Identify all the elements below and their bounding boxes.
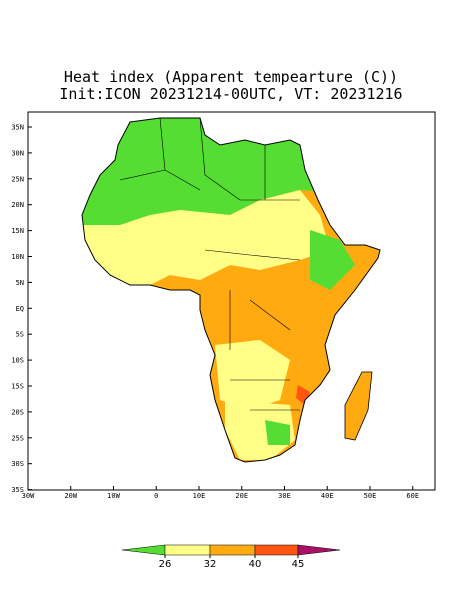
axes: 30W 20W 10W 0 10E 20E 30E 40E 50E 60E 35N 30N 25N 20N…: [11, 124, 419, 501]
lon-label: 50E: [364, 492, 377, 500]
title: Heat index (Apparent tempearture (C)): [64, 68, 398, 86]
colorbar: 26 32 40 45: [121, 544, 341, 570]
lon-label: 40E: [321, 492, 334, 500]
lat-label: 15S: [11, 383, 24, 391]
colorbar-segment: [164, 544, 211, 556]
colorbar-segment: [254, 544, 299, 556]
lon-label: 30E: [278, 492, 291, 500]
colorbar-segment: [121, 544, 166, 556]
madagascar: [344, 371, 373, 441]
lon-label: 10W: [107, 492, 120, 500]
lon-label: 20E: [235, 492, 248, 500]
colorbar-tick-label: 40: [249, 559, 262, 570]
lat-label: 10S: [11, 357, 24, 365]
lon-label: 60E: [406, 492, 419, 500]
borders: [119, 117, 301, 411]
colorbar-tick-label: 32: [204, 559, 217, 570]
coastline: [81, 117, 381, 463]
lon-label: 30W: [22, 492, 35, 500]
lat-label: 30N: [11, 149, 24, 157]
subtitle: Init:ICON 20231214-00UTC, VT: 20231216: [59, 85, 402, 103]
colorbar-tick-label: 45: [292, 559, 305, 570]
lon-label: 20W: [64, 492, 77, 500]
colorbar-segment: [297, 544, 341, 556]
lat-label: EQ: [16, 305, 24, 313]
lat-label: 10N: [11, 253, 24, 261]
lat-label: 25N: [11, 175, 24, 183]
lat-label: 25S: [11, 434, 24, 442]
lat-label: 15N: [11, 227, 24, 235]
lat-label: 20N: [11, 201, 24, 209]
lat-label: 35S: [11, 486, 24, 494]
colorbar-tick-label: 26: [159, 559, 172, 570]
colorbar-segment: [209, 544, 256, 556]
lon-label: 0: [154, 492, 158, 500]
lat-label: 35N: [11, 124, 24, 132]
lat-label: 30S: [11, 460, 24, 468]
lon-label: 10E: [193, 492, 206, 500]
lat-label: 20S: [11, 408, 24, 416]
lat-label: 5S: [16, 331, 24, 339]
lat-label: 5N: [16, 279, 24, 287]
